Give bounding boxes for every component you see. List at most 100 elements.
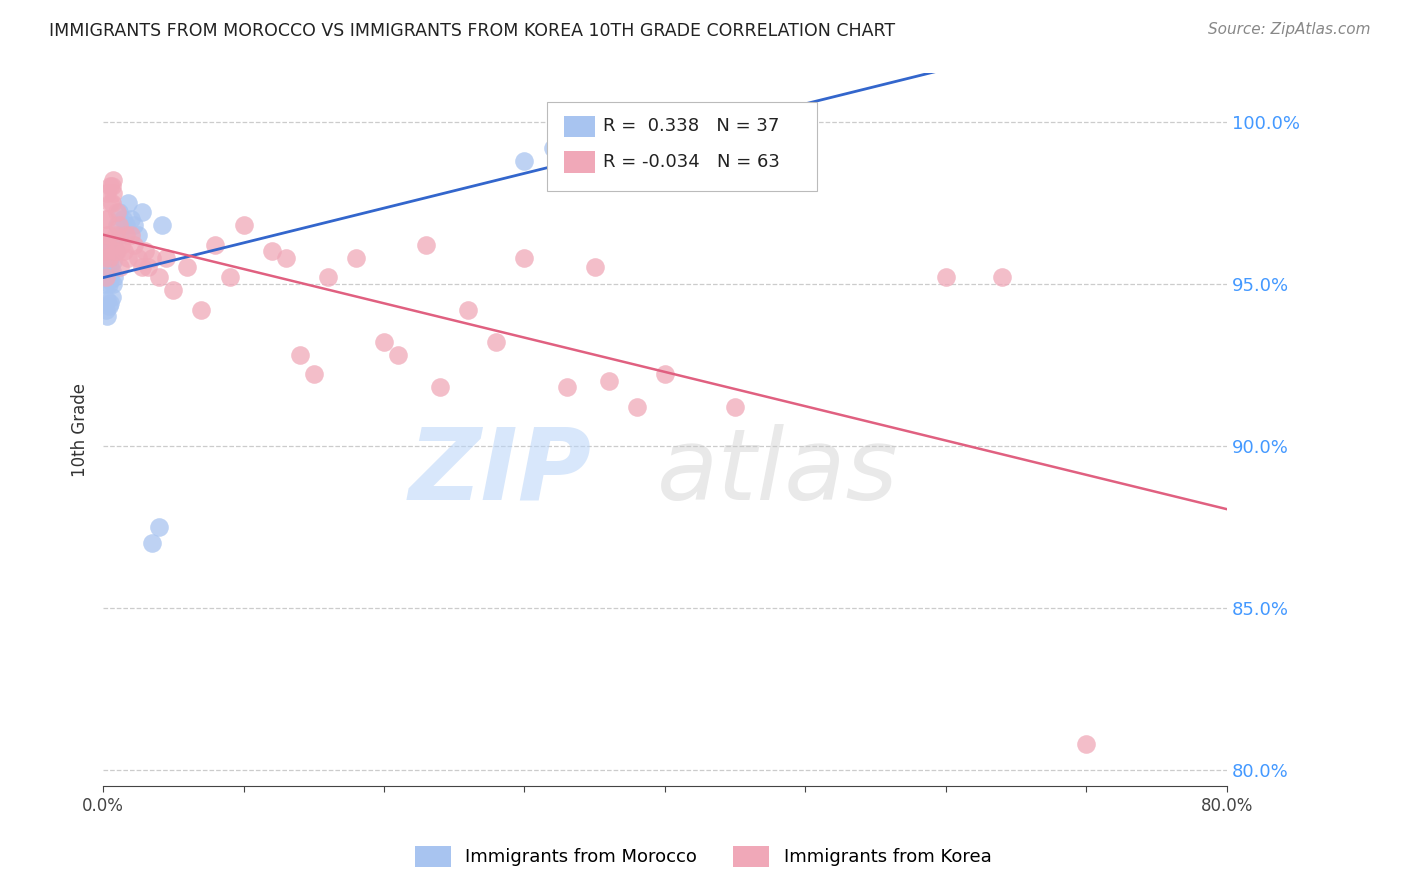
Text: ZIP: ZIP [409, 424, 592, 521]
Point [457, 302, 479, 317]
Point [110, 237, 132, 252]
Point [148, 270, 170, 285]
Point [513, 153, 536, 168]
Point [141, 536, 163, 550]
Point [96, 293, 118, 307]
Point [96, 228, 118, 243]
Point [100, 263, 122, 277]
Point [415, 237, 437, 252]
Point [114, 219, 136, 233]
Point [260, 244, 283, 259]
Bar [564, 116, 595, 137]
Point [148, 520, 170, 534]
Point [150, 219, 173, 233]
Point [373, 334, 395, 349]
Point [101, 186, 124, 200]
Point [107, 219, 129, 233]
Point [98, 296, 121, 310]
Point [583, 260, 606, 275]
Point [100, 195, 122, 210]
Point [218, 270, 240, 285]
Point [1076, 737, 1098, 751]
Point [94, 244, 117, 259]
Point [93, 235, 115, 249]
FancyBboxPatch shape [547, 102, 817, 191]
Point [555, 380, 578, 394]
Point [101, 277, 124, 291]
Point [97, 299, 120, 313]
Point [112, 244, 135, 259]
Point [724, 400, 747, 414]
Point [100, 290, 122, 304]
Point [541, 140, 564, 154]
Point [104, 244, 127, 259]
Point [485, 334, 508, 349]
Point [98, 179, 121, 194]
Point [122, 219, 145, 233]
Point [93, 251, 115, 265]
Point [108, 228, 131, 243]
Point [136, 260, 159, 275]
Y-axis label: 10th Grade: 10th Grade [72, 383, 89, 476]
Point [302, 368, 325, 382]
Point [131, 205, 153, 219]
Point [935, 270, 957, 285]
Point [94, 244, 117, 259]
Point [176, 260, 198, 275]
Point [96, 211, 118, 226]
Point [101, 254, 124, 268]
Text: Source: ZipAtlas.com: Source: ZipAtlas.com [1208, 22, 1371, 37]
Point [387, 348, 409, 362]
Point [122, 237, 145, 252]
Point [96, 309, 118, 323]
Point [96, 186, 118, 200]
Point [190, 302, 212, 317]
Point [111, 211, 134, 226]
Point [117, 195, 139, 210]
Point [103, 244, 125, 259]
Point [100, 179, 122, 194]
Text: IMMIGRANTS FROM MOROCCO VS IMMIGRANTS FROM KOREA 10TH GRADE CORRELATION CHART: IMMIGRANTS FROM MOROCCO VS IMMIGRANTS FR… [49, 22, 896, 40]
Point [162, 283, 184, 297]
Point [120, 228, 142, 243]
Point [105, 205, 128, 219]
Text: atlas: atlas [657, 424, 898, 521]
Point [127, 228, 149, 243]
Point [288, 348, 311, 362]
Point [94, 270, 117, 285]
Point [204, 237, 226, 252]
Point [104, 228, 127, 243]
Point [344, 251, 367, 265]
Point [274, 251, 297, 265]
Point [97, 251, 120, 265]
Point [155, 251, 177, 265]
Point [94, 270, 117, 285]
Point [103, 270, 125, 285]
Point [96, 267, 118, 281]
Point [127, 251, 149, 265]
Point [131, 260, 153, 275]
Point [105, 244, 128, 259]
Point [94, 302, 117, 317]
Text: R =  0.338   N = 37: R = 0.338 N = 37 [603, 118, 779, 136]
Point [316, 270, 339, 285]
Point [232, 219, 254, 233]
Point [141, 251, 163, 265]
Point [96, 241, 118, 255]
Point [97, 228, 120, 243]
Point [117, 251, 139, 265]
Point [108, 260, 131, 275]
Legend: Immigrants from Morocco, Immigrants from Korea: Immigrants from Morocco, Immigrants from… [408, 838, 998, 874]
Bar [564, 152, 595, 173]
Point [93, 260, 115, 275]
Point [107, 205, 129, 219]
Point [97, 257, 120, 271]
Point [120, 211, 142, 226]
Point [101, 173, 124, 187]
Point [98, 251, 121, 265]
Text: R = -0.034   N = 63: R = -0.034 N = 63 [603, 153, 780, 171]
Point [598, 374, 620, 388]
Point [114, 228, 136, 243]
Point [97, 277, 120, 291]
Point [98, 195, 121, 210]
